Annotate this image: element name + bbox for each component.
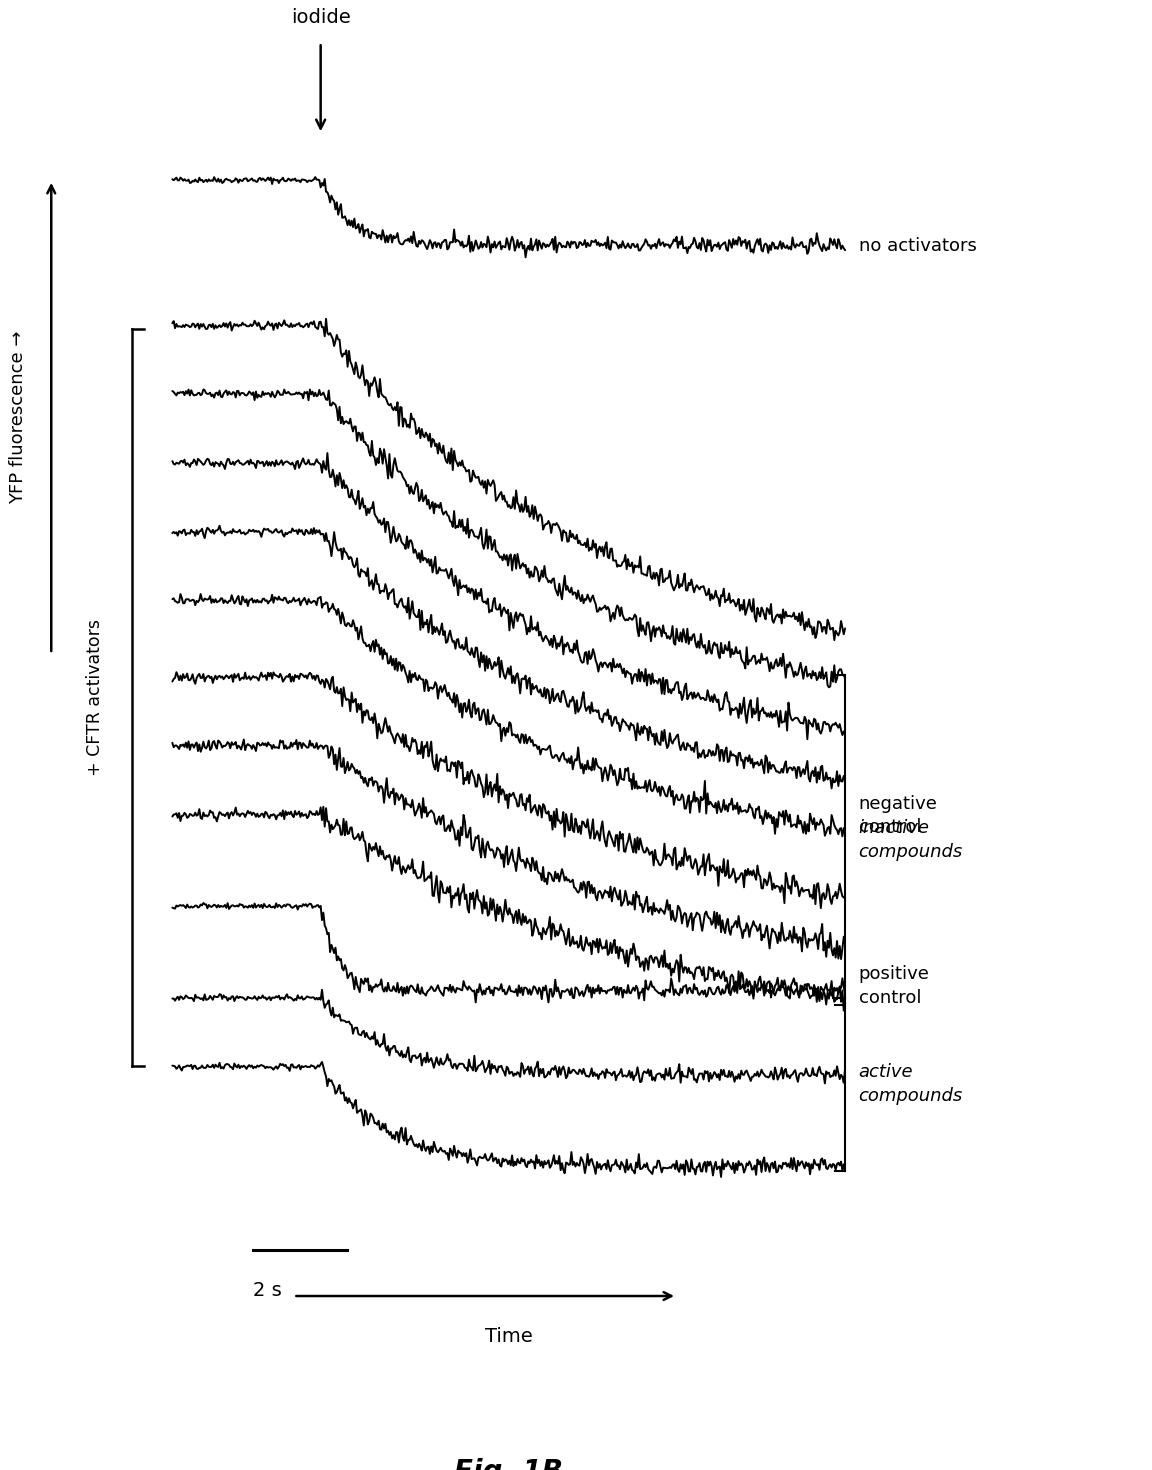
Text: no activators: no activators [858, 238, 977, 256]
Text: + CFTR activators: + CFTR activators [86, 619, 104, 776]
Text: Fig. 1B: Fig. 1B [454, 1458, 563, 1470]
Text: negative
control: negative control [858, 795, 938, 836]
Text: iodide: iodide [290, 9, 350, 26]
Text: positive
control: positive control [858, 964, 930, 1007]
Text: active
compounds: active compounds [858, 1063, 963, 1105]
Text: Time: Time [485, 1326, 532, 1345]
Text: inactive
compounds: inactive compounds [858, 819, 963, 861]
Text: 2 s: 2 s [253, 1280, 282, 1299]
Text: YFP fluorescence →: YFP fluorescence → [8, 331, 26, 504]
